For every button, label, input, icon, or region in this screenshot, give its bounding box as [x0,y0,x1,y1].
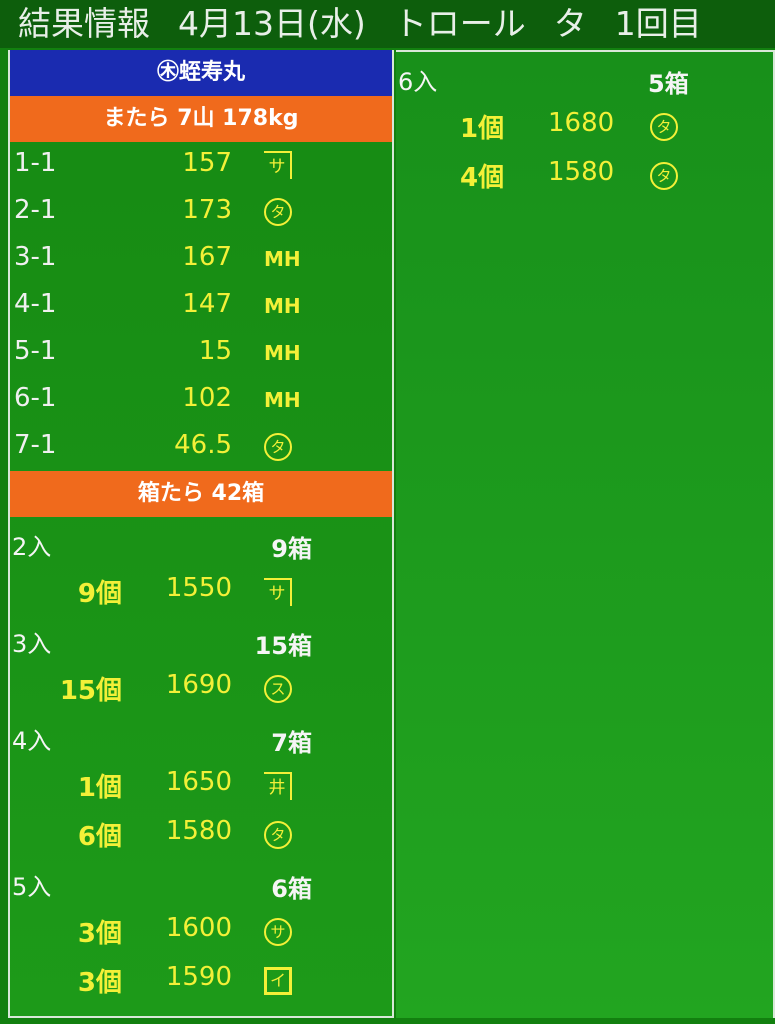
buyer-mark-icon: タ [264,198,292,226]
pack-size: 4入 [12,727,52,755]
box-group-list: 2入 9箱 9個 1550 サ 3入 15箱 15個 1690 ス 4入 7箱 1個 1650 井 6個 158… [10,517,392,1003]
lot-row: 7-1 46.5 タ [10,424,392,471]
group-row: 5入 6箱 [10,857,392,905]
bid-row: 6個 1580 タ [10,808,392,857]
bid-row: 1個 1680 タ [396,100,773,149]
title-session: タ [553,4,587,43]
bid-row: 1個 1650 井 [10,759,392,808]
buyer-mark-icon: MH [264,388,301,412]
buyer-mark-icon: サ [264,578,292,606]
buyer-mark-icon: MH [264,294,301,318]
buyer-mark-icon: イ [264,967,292,995]
item-price: 1550 [165,573,232,603]
buyer-mark-icon: サ [264,918,292,946]
pack-size: 5入 [12,873,52,901]
buyer-mark-icon: タ [650,113,678,141]
vessel-header: ㊍蛭寿丸 [10,50,392,96]
lot-id: 5-1 [14,336,57,366]
item-count: 9個 [77,579,122,609]
lot-id: 6-1 [14,383,57,413]
item-price: 1690 [165,670,232,700]
bid-row: 9個 1550 サ [10,565,392,614]
lot-header: またら 7山 178kg [10,96,392,142]
group-row: 6入 5箱 [396,52,773,100]
group-row: 2入 9箱 [10,517,392,565]
lot-row: 2-1 173 タ [10,189,392,236]
lot-value: 46.5 [174,430,232,460]
item-count: 15個 [59,676,122,706]
box-count: 9箱 [271,535,312,563]
buyer-mark-icon: MH [264,247,301,271]
lot-list: 1-1 157 サ 2-1 173 タ 3-1 167 MH 4-1 147 MH 5-1 15 MH 6-1… [10,142,392,471]
lot-row: 5-1 15 MH [10,330,392,377]
bid-row: 15個 1690 ス [10,662,392,711]
box-group-list: 6入 5箱 1個 1680 タ 4個 1580 タ [396,52,773,198]
lot-value: 173 [182,195,232,225]
item-count: 3個 [77,968,122,998]
item-price: 1680 [548,108,615,138]
right-panel: 6入 5箱 1個 1680 タ 4個 1580 タ [396,50,775,1018]
title-bar: 結果情報 4月13日(水) トロールタ 1回目 [0,0,775,48]
box-count: 6箱 [271,875,312,903]
title-round: 1回目 [614,4,702,43]
title-method: トロール [393,4,526,43]
box-header: 箱たら 42箱 [10,471,392,517]
item-price: 1580 [548,157,615,187]
lot-value: 147 [182,289,232,319]
buyer-mark-icon: タ [650,162,678,190]
box-count: 15箱 [254,632,312,660]
item-price: 1590 [165,962,232,992]
buyer-mark-icon: MH [264,341,301,365]
pack-size: 6入 [398,68,438,96]
pack-size: 3入 [12,630,52,658]
box-count: 7箱 [271,729,312,757]
lot-row: 4-1 147 MH [10,283,392,330]
item-count: 6個 [77,822,122,852]
title-label: 結果情報 [18,4,150,43]
buyer-mark-icon: 井 [264,772,292,800]
bid-row: 3個 1600 サ [10,905,392,954]
title-date: 4月13日(水) [178,4,366,43]
lot-id: 2-1 [14,195,57,225]
item-count: 1個 [77,773,122,803]
bid-row: 3個 1590 イ [10,954,392,1003]
lot-row: 6-1 102 MH [10,377,392,424]
lot-id: 3-1 [14,242,57,272]
lot-value: 102 [182,383,232,413]
lot-value: 157 [182,148,232,178]
lot-row: 1-1 157 サ [10,142,392,189]
bid-row: 4個 1580 タ [396,149,773,198]
lot-value: 15 [198,336,232,366]
item-price: 1600 [165,913,232,943]
buyer-mark-icon: ス [264,675,292,703]
buyer-mark-icon: タ [264,433,292,461]
lot-value: 167 [182,242,232,272]
lot-id: 7-1 [14,430,57,460]
item-count: 3個 [77,919,122,949]
group-row: 3入 15箱 [10,614,392,662]
group-row: 4入 7箱 [10,711,392,759]
box-count: 5箱 [648,70,689,98]
item-count: 4個 [460,163,505,193]
item-price: 1580 [165,816,232,846]
lot-id: 1-1 [14,148,57,178]
lot-id: 4-1 [14,289,57,319]
buyer-mark-icon: タ [264,821,292,849]
buyer-mark-icon: サ [264,151,292,179]
pack-size: 2入 [12,533,52,561]
item-count: 1個 [460,114,505,144]
left-panel: ㊍蛭寿丸 またら 7山 178kg 1-1 157 サ 2-1 173 タ 3-1 167 MH… [8,50,394,1018]
lot-row: 3-1 167 MH [10,236,392,283]
item-price: 1650 [165,767,232,797]
